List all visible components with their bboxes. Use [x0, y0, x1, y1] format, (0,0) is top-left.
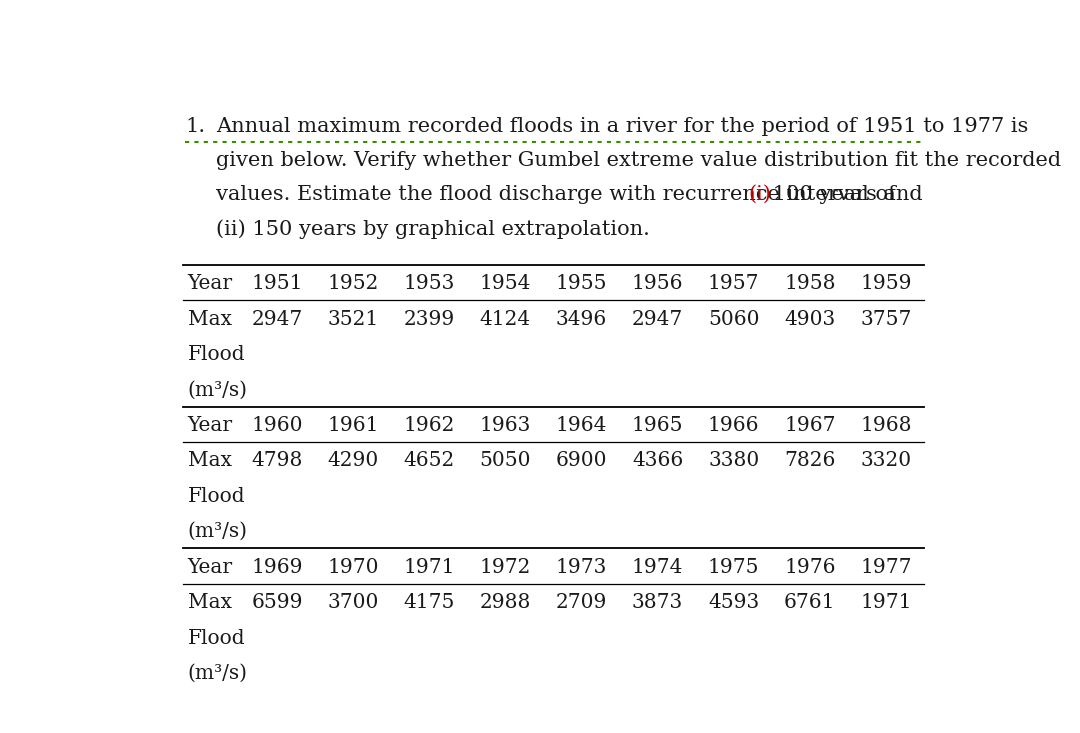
- Text: 4798: 4798: [252, 452, 302, 471]
- Text: 1953: 1953: [404, 274, 455, 293]
- Text: (m³/s): (m³/s): [188, 522, 247, 541]
- Text: 4124: 4124: [480, 310, 531, 328]
- Text: 6761: 6761: [784, 593, 836, 612]
- Text: 1959: 1959: [860, 274, 912, 293]
- Text: 3873: 3873: [632, 593, 684, 612]
- Text: Year: Year: [188, 416, 233, 435]
- Text: 1971: 1971: [860, 593, 912, 612]
- Text: 4652: 4652: [404, 452, 455, 471]
- Text: 6900: 6900: [555, 452, 607, 471]
- Text: Flood: Flood: [188, 487, 245, 506]
- Text: 1954: 1954: [480, 274, 531, 293]
- Text: 7826: 7826: [784, 452, 836, 471]
- Text: 1960: 1960: [252, 416, 302, 435]
- Text: 4903: 4903: [784, 310, 836, 328]
- Text: 5050: 5050: [480, 452, 531, 471]
- Text: values. Estimate the flood discharge with recurrence interval of: values. Estimate the flood discharge wit…: [216, 185, 903, 204]
- Text: 1961: 1961: [327, 416, 379, 435]
- Text: 100 years and: 100 years and: [766, 185, 922, 204]
- Text: 2947: 2947: [252, 310, 302, 328]
- Text: Flood: Flood: [188, 345, 245, 364]
- Text: 2399: 2399: [404, 310, 455, 328]
- Text: 1952: 1952: [327, 274, 379, 293]
- Text: (m³/s): (m³/s): [188, 380, 247, 399]
- Text: 1965: 1965: [632, 416, 684, 435]
- Text: 3380: 3380: [708, 452, 759, 471]
- Text: Year: Year: [188, 274, 233, 293]
- Text: 4175: 4175: [404, 593, 455, 612]
- Text: 1969: 1969: [252, 558, 302, 577]
- Text: 1963: 1963: [480, 416, 531, 435]
- Text: 3496: 3496: [556, 310, 607, 328]
- Text: (ii) 150 years by graphical extrapolation.: (ii) 150 years by graphical extrapolatio…: [216, 219, 650, 238]
- Text: 4366: 4366: [632, 452, 684, 471]
- Text: 6599: 6599: [252, 593, 302, 612]
- Text: 1977: 1977: [860, 558, 912, 577]
- Text: 3320: 3320: [861, 452, 912, 471]
- Text: Year: Year: [188, 558, 233, 577]
- Text: 1956: 1956: [632, 274, 684, 293]
- Text: 1970: 1970: [327, 558, 379, 577]
- Text: 3521: 3521: [327, 310, 379, 328]
- Text: 2947: 2947: [632, 310, 684, 328]
- Text: 1973: 1973: [556, 558, 607, 577]
- Text: Max: Max: [188, 310, 232, 328]
- Text: 1967: 1967: [784, 416, 836, 435]
- Text: (m³/s): (m³/s): [188, 664, 247, 683]
- Text: 1958: 1958: [784, 274, 836, 293]
- Text: 1951: 1951: [252, 274, 302, 293]
- Text: Annual maximum recorded floods in a river for the period of 1951 to 1977 is: Annual maximum recorded floods in a rive…: [216, 117, 1029, 136]
- Text: 1971: 1971: [404, 558, 455, 577]
- Text: 2988: 2988: [480, 593, 531, 612]
- Text: 1968: 1968: [860, 416, 912, 435]
- Text: 1975: 1975: [707, 558, 759, 577]
- Text: 1957: 1957: [707, 274, 759, 293]
- Text: 1966: 1966: [707, 416, 759, 435]
- Text: 1972: 1972: [480, 558, 531, 577]
- Text: 1964: 1964: [556, 416, 607, 435]
- Text: Flood: Flood: [188, 628, 245, 647]
- Text: 4290: 4290: [327, 452, 379, 471]
- Text: 1976: 1976: [784, 558, 836, 577]
- Text: 2709: 2709: [556, 593, 607, 612]
- Text: Max: Max: [188, 452, 232, 471]
- Text: 1955: 1955: [555, 274, 607, 293]
- Text: Max: Max: [188, 593, 232, 612]
- Text: 1.: 1.: [186, 117, 205, 136]
- Text: (i): (i): [748, 185, 771, 204]
- Text: 5060: 5060: [707, 310, 759, 328]
- Text: given below. Verify whether Gumbel extreme value distribution fit the recorded: given below. Verify whether Gumbel extre…: [216, 151, 1062, 170]
- Text: 3757: 3757: [860, 310, 912, 328]
- Text: 1974: 1974: [632, 558, 684, 577]
- Text: 4593: 4593: [708, 593, 759, 612]
- Text: 1962: 1962: [404, 416, 455, 435]
- Text: 3700: 3700: [327, 593, 379, 612]
